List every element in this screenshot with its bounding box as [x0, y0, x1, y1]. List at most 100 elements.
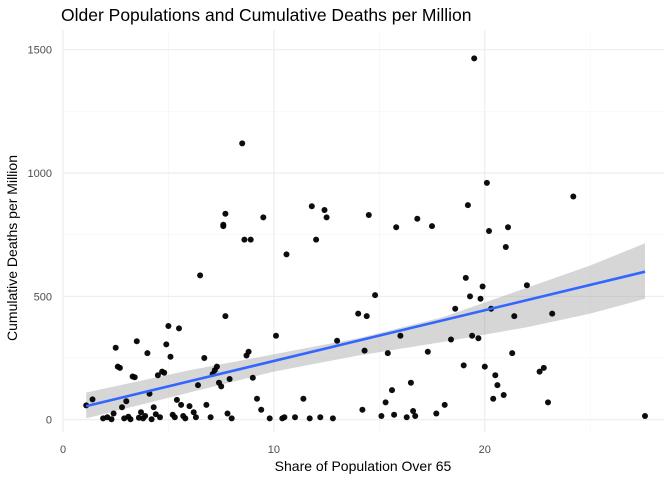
- data-point: [505, 224, 511, 231]
- data-point: [393, 224, 400, 231]
- grid-lines: [62, 30, 664, 432]
- x-tick-label: 0: [60, 444, 66, 456]
- fit-line-group: [85, 270, 646, 408]
- data-point: [165, 323, 172, 329]
- data-point: [154, 372, 161, 379]
- data-point: [412, 413, 419, 419]
- data-point: [467, 293, 473, 300]
- data-point: [334, 337, 341, 344]
- data-point: [500, 392, 507, 398]
- data-point: [142, 413, 149, 419]
- data-point: [481, 363, 488, 370]
- y-tick-label: 500: [34, 291, 52, 303]
- data-point: [536, 368, 543, 375]
- data-point: [203, 401, 210, 408]
- data-point: [317, 414, 324, 421]
- data-point: [218, 383, 225, 390]
- data-point: [549, 310, 556, 317]
- data-point: [382, 399, 389, 406]
- data-point: [133, 338, 140, 345]
- data-point: [171, 414, 178, 421]
- data-point: [249, 374, 256, 381]
- data-point: [391, 411, 398, 418]
- data-point: [127, 416, 134, 423]
- data-point: [477, 295, 484, 302]
- y-tick-label: 1000: [28, 168, 52, 180]
- data-point: [254, 395, 260, 402]
- data-point: [161, 369, 168, 376]
- data-point: [441, 401, 448, 408]
- data-point: [424, 348, 431, 355]
- x-tick-labels: 0 10 20: [60, 444, 491, 456]
- data-point: [163, 341, 170, 348]
- data-point: [460, 362, 467, 369]
- data-point: [355, 310, 362, 317]
- data-point: [300, 395, 307, 402]
- data-point: [509, 350, 516, 357]
- data-point: [245, 348, 252, 355]
- x-tick-label: 10: [268, 444, 280, 456]
- data-point: [148, 416, 155, 423]
- data-point: [359, 406, 366, 413]
- data-point: [116, 364, 123, 371]
- confidence-band: [86, 243, 645, 419]
- data-point: [292, 414, 298, 421]
- data-point: [329, 415, 336, 422]
- data-point: [220, 221, 227, 228]
- data-point: [363, 313, 370, 320]
- data-point: [167, 353, 174, 360]
- data-point: [186, 403, 193, 410]
- data-point: [308, 203, 315, 210]
- data-point: [258, 406, 265, 413]
- data-point: [247, 236, 254, 243]
- data-point: [176, 325, 182, 332]
- data-point: [492, 372, 499, 379]
- data-point: [222, 210, 229, 217]
- data-point: [433, 410, 440, 417]
- data-point: [452, 305, 459, 312]
- data-point: [479, 283, 486, 290]
- data-point: [389, 387, 395, 394]
- data-point: [119, 404, 125, 411]
- data-point: [545, 399, 551, 406]
- data-point: [372, 292, 379, 299]
- data-point: [384, 350, 391, 357]
- data-point: [397, 332, 404, 339]
- data-point: [150, 404, 157, 411]
- data-point: [178, 401, 185, 408]
- data-point: [157, 414, 163, 421]
- data-point: [471, 55, 478, 62]
- data-point: [207, 414, 214, 421]
- data-point: [523, 282, 530, 289]
- confidence-ribbon: [86, 243, 645, 419]
- data-point: [407, 379, 414, 386]
- data-point: [197, 272, 204, 279]
- data-point: [464, 202, 471, 209]
- data-point: [266, 415, 273, 422]
- data-point: [281, 414, 288, 421]
- data-point: [228, 415, 235, 422]
- data-point: [131, 374, 138, 381]
- data-point: [182, 415, 189, 422]
- data-point: [361, 347, 368, 354]
- data-point: [414, 215, 421, 222]
- data-point: [323, 214, 330, 221]
- x-axis-title: Share of Population Over 65: [275, 458, 452, 474]
- data-point: [365, 212, 372, 218]
- data-point: [378, 413, 385, 419]
- data-point: [201, 355, 208, 361]
- chart-title: Older Populations and Cumulative Deaths …: [61, 5, 472, 25]
- data-point: [313, 236, 320, 243]
- data-point: [89, 396, 96, 403]
- data-points: [83, 55, 648, 423]
- data-point: [152, 411, 159, 418]
- data-point: [494, 382, 501, 389]
- data-point: [123, 398, 130, 405]
- data-point: [283, 251, 290, 258]
- data-point: [173, 396, 180, 403]
- data-point: [511, 313, 518, 320]
- data-point: [486, 228, 492, 234]
- data-point: [112, 344, 119, 351]
- data-point: [570, 193, 577, 200]
